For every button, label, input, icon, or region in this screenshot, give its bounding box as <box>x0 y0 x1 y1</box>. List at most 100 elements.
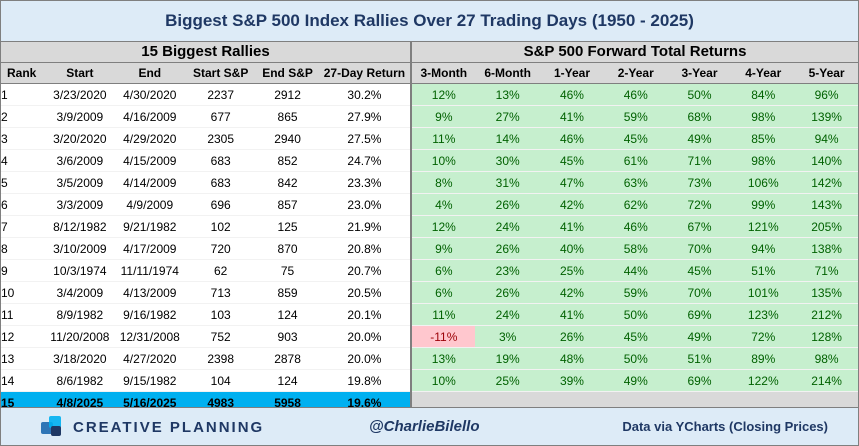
table-cell: 677 <box>184 105 257 128</box>
table-cell: 3/10/2009 <box>44 237 115 260</box>
table-cell: 27.9% <box>318 105 413 128</box>
table-row: 8 3/10/2009 4/17/2009 720 870 20.8% 9% 26% 40% 58… <box>1 237 858 260</box>
table-row: 6 3/3/2009 4/9/2009 696 857 23.0% 4% 26% 42% 62% 7… <box>1 193 858 216</box>
forward-return-cell: 24% <box>475 215 541 238</box>
table-cell: 2940 <box>256 127 319 150</box>
forward-return-cell: 71% <box>667 149 732 172</box>
forward-return-cell: 58% <box>603 237 668 260</box>
forward-return-cell: 6% <box>411 281 476 304</box>
table-cell: 865 <box>256 105 319 128</box>
table-cell: 20.7% <box>318 259 413 282</box>
forward-return-cell: 46% <box>540 127 604 150</box>
column-header-row: Rank Start End Start S&P End S&P 27-Day Retur… <box>1 63 858 84</box>
table-cell: 30.2% <box>318 83 413 106</box>
forward-return-cell: 45% <box>603 325 668 348</box>
table-cell: 4 <box>1 149 45 172</box>
forward-return-cell: 70% <box>667 237 732 260</box>
forward-return-cell: 59% <box>603 281 668 304</box>
forward-return-cell: 72% <box>731 325 796 348</box>
forward-return-cell: 98% <box>795 347 858 370</box>
table-cell: 9/16/1982 <box>114 303 185 326</box>
forward-return-cell: 31% <box>475 171 541 194</box>
forward-return-cell: 4% <box>411 193 476 216</box>
forward-return-cell: 123% <box>731 303 796 326</box>
table-cell: 8/12/1982 <box>44 215 115 238</box>
table-cell: 19.8% <box>318 369 413 392</box>
forward-return-cell: 48% <box>540 347 604 370</box>
table-cell: 124 <box>256 369 319 392</box>
forward-return-cell: 12% <box>411 83 476 106</box>
forward-return-cell: 39% <box>540 369 604 392</box>
forward-return-cell: 13% <box>475 83 541 106</box>
forward-return-cell: 11% <box>411 303 476 326</box>
table-cell: 4/17/2009 <box>114 237 185 260</box>
forward-return-cell: 10% <box>411 369 476 392</box>
table-cell: 3/6/2009 <box>44 149 115 172</box>
table-cell: 20.5% <box>318 281 413 304</box>
right-section-header: S&P 500 Forward Total Returns <box>412 42 858 63</box>
column-header: Rank <box>1 63 45 84</box>
forward-return-cell: 14% <box>475 127 541 150</box>
forward-return-cell: 94% <box>731 237 796 260</box>
table-cell: 3/18/2020 <box>44 347 115 370</box>
forward-return-cell: 72% <box>667 193 732 216</box>
forward-return-cell: 214% <box>795 369 858 392</box>
forward-return-cell: 26% <box>475 193 541 216</box>
table-row: 10 3/4/2009 4/13/2009 713 859 20.5% 6% 26% 42% 59… <box>1 281 858 304</box>
table-cell: 3/3/2009 <box>44 193 115 216</box>
table-cell: 20.0% <box>318 347 413 370</box>
table-cell: 852 <box>256 149 319 172</box>
table-row: 11 8/9/1982 9/16/1982 103 124 20.1% 11% 24% 41% 5… <box>1 303 858 326</box>
table-cell: 8/9/1982 <box>44 303 115 326</box>
column-header: 3-Year <box>667 63 732 84</box>
table-cell: 696 <box>184 193 257 216</box>
forward-return-cell: 49% <box>667 127 732 150</box>
table-cell: 3/20/2020 <box>44 127 115 150</box>
forward-return-cell: 46% <box>603 83 668 106</box>
forward-return-cell: 23% <box>475 259 541 282</box>
table-cell: 2237 <box>184 83 257 106</box>
forward-return-cell: 121% <box>731 215 796 238</box>
author-handle: @CharlieBilello <box>369 418 480 435</box>
forward-return-cell: 94% <box>795 127 858 150</box>
forward-return-cell: 84% <box>731 83 796 106</box>
forward-return-cell: 85% <box>731 127 796 150</box>
table-cell: 8/6/1982 <box>44 369 115 392</box>
forward-return-cell: 50% <box>603 303 668 326</box>
forward-return-cell: 44% <box>603 259 668 282</box>
table-cell: 24.7% <box>318 149 413 172</box>
table-cell: 103 <box>184 303 257 326</box>
table-cell: 3/9/2009 <box>44 105 115 128</box>
table-row: 2 3/9/2009 4/16/2009 677 865 27.9% 9% 27% 41% 59%… <box>1 105 858 128</box>
forward-return-cell: 101% <box>731 281 796 304</box>
table-row: 5 3/5/2009 4/14/2009 683 842 23.3% 8% 31% 47% 63%… <box>1 171 858 194</box>
forward-return-cell: 59% <box>603 105 668 128</box>
footer: CREATIVE PLANNING @CharlieBilello Data v… <box>1 407 858 445</box>
table-row: 3 3/20/2020 4/29/2020 2305 2940 27.5% 11% 14% 46… <box>1 127 858 150</box>
table-row: 9 10/3/1974 11/11/1974 62 75 20.7% 6% 23% 25% 44%… <box>1 259 858 282</box>
chart-title: Biggest S&P 500 Index Rallies Over 27 Tr… <box>1 1 858 42</box>
forward-return-cell: 41% <box>540 105 604 128</box>
forward-return-cell: 135% <box>795 281 858 304</box>
forward-return-cell: 6% <box>411 259 476 282</box>
forward-return-cell: 142% <box>795 171 858 194</box>
table-cell: 870 <box>256 237 319 260</box>
table-row: 14 8/6/1982 9/15/1982 104 124 19.8% 10% 25% 39% 4… <box>1 369 858 392</box>
forward-return-cell: 25% <box>475 369 541 392</box>
table-cell: 4/9/2009 <box>114 193 185 216</box>
column-header: 27-Day Return <box>318 63 413 84</box>
table-cell: 125 <box>256 215 319 238</box>
table-cell: 9/15/1982 <box>114 369 185 392</box>
forward-return-cell: 45% <box>540 149 604 172</box>
forward-return-cell: 9% <box>411 105 476 128</box>
forward-return-cell: 69% <box>667 369 732 392</box>
creative-planning-logo: CREATIVE PLANNING <box>41 416 264 438</box>
table-cell: 1 <box>1 83 45 106</box>
table-cell: 683 <box>184 149 257 172</box>
forward-return-cell: 205% <box>795 215 858 238</box>
table-cell: 903 <box>256 325 319 348</box>
table-cell: 2398 <box>184 347 257 370</box>
column-header: End <box>114 63 185 84</box>
table-cell: 21.9% <box>318 215 413 238</box>
